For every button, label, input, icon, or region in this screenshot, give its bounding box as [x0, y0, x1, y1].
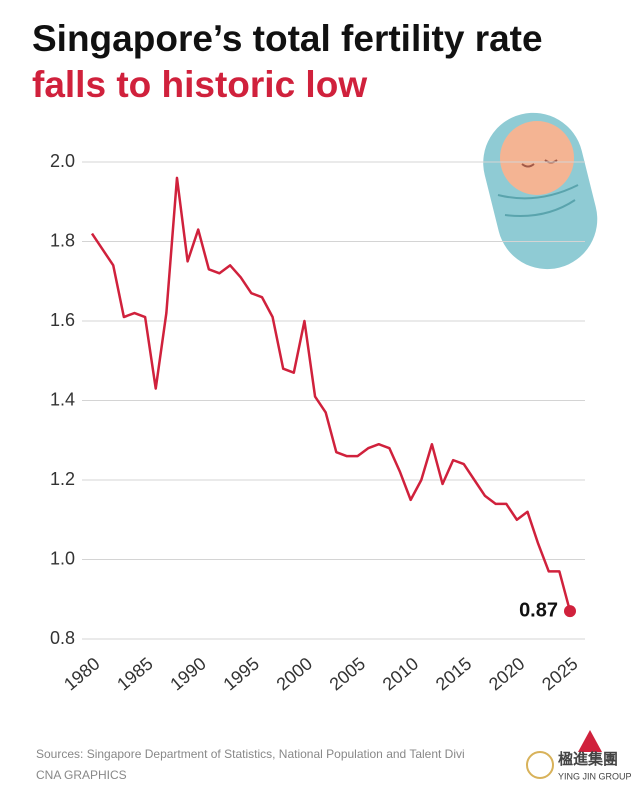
credit: CNA GRAPHICS — [36, 768, 127, 782]
x-tick-label: 2015 — [432, 653, 476, 694]
y-tick-label: 1.0 — [50, 548, 75, 568]
x-tick-label: 2000 — [273, 653, 317, 694]
y-tick-label: 2.0 — [50, 151, 75, 171]
watermark-name: 楹進集團 — [558, 750, 618, 768]
x-tick-label: 2005 — [326, 653, 370, 694]
x-tick-label: 1995 — [219, 653, 263, 694]
watermark-subtitle: YING JIN GROUP — [558, 771, 632, 781]
x-tick-label: 1980 — [60, 653, 104, 694]
chart-title: Singapore’s total fertility rate — [32, 18, 543, 59]
line — [90, 176, 572, 612]
x-tick-label: 1990 — [166, 653, 210, 694]
cna-logo — [578, 730, 602, 752]
y-tick-label: 1.8 — [50, 230, 75, 250]
title-block: Singapore’s total fertility rate falls t… — [32, 16, 552, 108]
source: Sources: Singapore Department of Statist… — [36, 747, 465, 761]
x-tick-label: 2025 — [538, 653, 582, 694]
chart-title-highlight: falls to historic low — [32, 64, 368, 105]
y-tick-label: 1.4 — [50, 389, 75, 409]
blanket-folds — [497, 184, 579, 217]
y-tick-label: 1.2 — [50, 469, 75, 489]
baby-illustration — [483, 112, 598, 270]
watermark-logo — [526, 751, 554, 779]
y-tick-label: 0.8 — [50, 628, 75, 648]
end-point — [564, 605, 576, 618]
face — [500, 121, 574, 195]
x-tick-label: 2020 — [485, 653, 529, 694]
data-label: 0.87 — [519, 599, 558, 621]
x-tick-label: 1985 — [113, 653, 157, 694]
x-tick-label: 2010 — [379, 653, 423, 694]
y-tick-label: 1.6 — [50, 310, 75, 330]
